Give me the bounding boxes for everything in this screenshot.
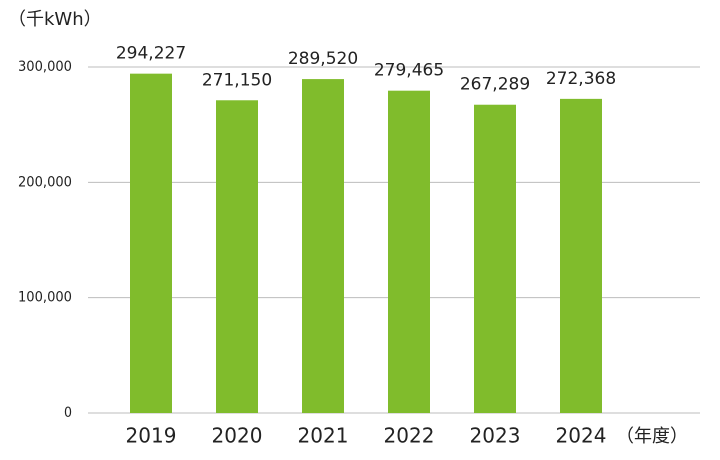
bar (302, 79, 344, 413)
x-tick-label: 2020 (212, 424, 263, 448)
y-tick-label: 200,000 (18, 174, 72, 190)
value-label: 271,150 (202, 70, 272, 90)
value-label: 294,227 (116, 44, 186, 64)
bar (130, 73, 172, 413)
y-tick-label: 0 (64, 405, 72, 421)
y-tick-label: 100,000 (18, 290, 72, 306)
x-tick-label: 2019 (126, 424, 177, 448)
bar (474, 104, 516, 413)
bar (388, 90, 430, 413)
x-tick-label: 2024 (556, 424, 607, 448)
y-tick-label: 300,000 (18, 59, 72, 75)
value-label: 279,465 (374, 61, 444, 81)
value-label: 289,520 (288, 49, 358, 69)
x-tick-label: 2023 (470, 424, 521, 448)
value-label: 267,289 (460, 75, 530, 95)
bar (560, 98, 602, 414)
x-axis-label: （年度） (616, 426, 688, 447)
bar (216, 100, 258, 413)
x-tick-label: 2021 (298, 424, 349, 448)
x-tick-label: 2022 (384, 424, 435, 448)
y-axis-label: （千kWh） (8, 9, 102, 30)
value-label: 272,368 (546, 69, 616, 89)
